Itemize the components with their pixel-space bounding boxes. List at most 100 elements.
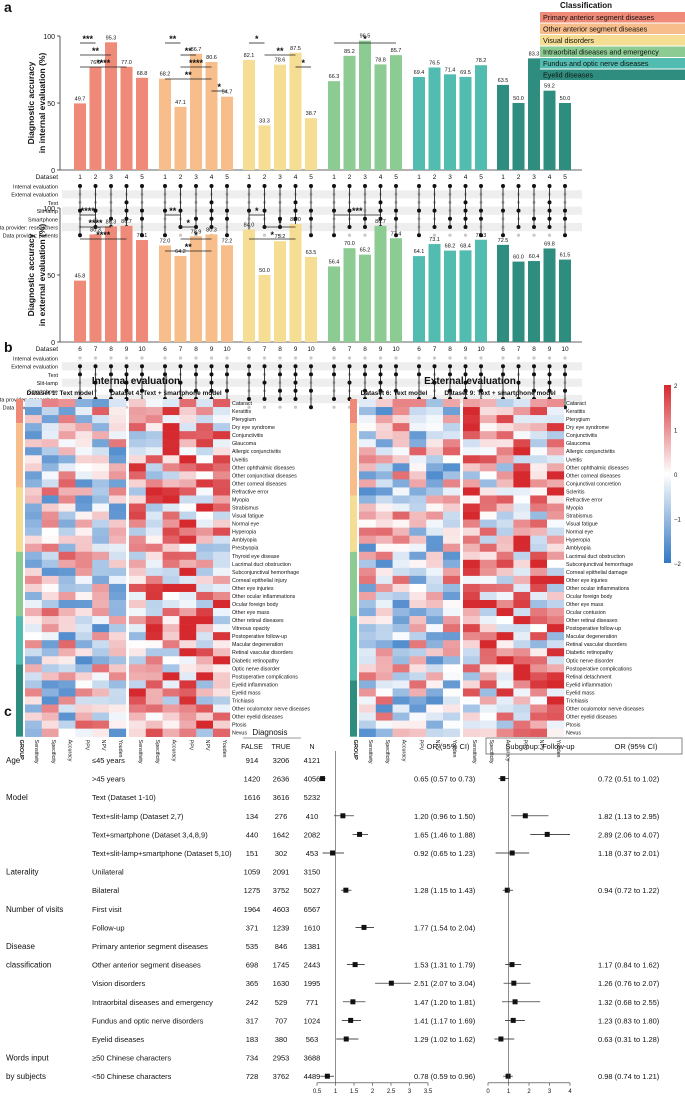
heatmap-cell [109, 527, 127, 536]
matrix-dot-filled [247, 364, 251, 369]
heatmap-cell [496, 712, 514, 721]
matrix-row-label: Slit-lamp [37, 209, 58, 215]
heatmap-cell [443, 575, 461, 585]
matrix-dot-empty [278, 356, 282, 360]
heatmap-cell [359, 648, 377, 657]
heatmap-cell [162, 487, 180, 496]
heatmap-cell [426, 511, 444, 520]
heatmap-row-label: Other ocular inflammations [232, 594, 296, 600]
heatmap-cell [547, 511, 565, 520]
heatmap-cell [213, 407, 231, 416]
heatmap-cell [213, 463, 231, 472]
heatmap-cell [375, 487, 393, 496]
forest-n: 1024 [304, 1016, 321, 1025]
heatmap-cell [530, 495, 548, 504]
matrix-dot-filled [209, 216, 214, 221]
heatmap-row-label: Pterygium [566, 417, 590, 423]
heatmap-cell [426, 696, 444, 705]
heatmap-cell [213, 543, 231, 553]
matrix-dot-filled [140, 216, 144, 221]
heatmap-cell [179, 656, 197, 665]
legend-swatch [540, 23, 685, 34]
heatmap-cell [129, 439, 147, 448]
heatmap-cell [196, 479, 214, 488]
group-color-bar [16, 664, 23, 737]
heatmap-cell [359, 431, 377, 440]
heatmap-cell [463, 575, 481, 585]
matrix-dot-filled [293, 184, 298, 188]
bar-value-label: 86.7 [375, 219, 386, 225]
heatmap-cell [479, 527, 497, 536]
heatmap-row-label: Other eyelid diseases [566, 715, 617, 721]
heatmap-cell [496, 704, 514, 713]
bar-value-label: 68.4 [460, 243, 471, 249]
heatmap-cell [196, 399, 214, 408]
heatmap-cell [443, 624, 461, 633]
heatmap-cell [426, 543, 444, 553]
x-tick-label: 6 [332, 346, 336, 353]
forest-row-label: ≤45 years [92, 756, 125, 765]
heatmap-row-label: Pterygium [232, 417, 256, 423]
bar [74, 103, 86, 170]
bar-value-label: 70.0 [344, 241, 355, 247]
matrix-dot-filled [563, 216, 567, 221]
forest-category: by subjects [6, 1072, 46, 1081]
heatmap-cell [75, 640, 93, 649]
forest-category: Disease [6, 942, 35, 951]
matrix-dot-filled [448, 372, 452, 377]
heatmap-cell [92, 407, 110, 416]
heatmap-cell [392, 463, 410, 472]
heatmap-cell [463, 463, 481, 472]
heatmap-row-label: Strabismus [232, 506, 259, 512]
heatmap-cell [109, 519, 127, 528]
x-tick-label: 9 [464, 346, 468, 353]
matrix-dot-empty [109, 356, 113, 360]
heatmap-cell [496, 503, 514, 512]
heatmap-cell [129, 495, 147, 504]
significance-stars: ** [185, 46, 193, 56]
heatmap-cell [513, 720, 531, 729]
heatmap-cell [179, 567, 197, 577]
heatmap-cell [25, 503, 43, 512]
heatmap-cell [392, 543, 410, 553]
heatmap-metric-label: Accuracy [401, 740, 407, 762]
heatmap-cell [392, 712, 410, 721]
forest-x-tick-label: 0.5 [313, 1089, 322, 1095]
heatmap-cell [443, 648, 461, 657]
matrix-dot-filled [547, 372, 552, 377]
heatmap-cell [213, 431, 231, 440]
heatmap-cell [513, 439, 531, 448]
heatmap-cell [463, 696, 481, 705]
legend-swatch [540, 69, 685, 80]
heatmap-cell [530, 487, 548, 496]
heatmap-cell [129, 503, 147, 512]
heatmap-cell [513, 503, 531, 512]
heatmap-cell [92, 640, 110, 649]
or-text: 1.29 (1.02 to 1.62) [414, 1035, 476, 1044]
heatmap-cell [409, 696, 427, 705]
heatmap-cell [92, 672, 110, 681]
forest-false: 365 [246, 979, 259, 988]
heatmap-metric-label: Accuracy [171, 740, 177, 762]
heatmap-cell [213, 632, 231, 641]
group-color-bar [350, 399, 357, 424]
heatmap-cell [443, 503, 461, 512]
or-marker [348, 1017, 354, 1023]
heatmap-cell [145, 495, 163, 504]
heatmap-cell [463, 632, 481, 641]
forest-true: 707 [275, 1016, 288, 1025]
heatmap-cell [463, 712, 481, 721]
heatmap-cell [479, 696, 497, 705]
heatmap-cell [496, 399, 514, 408]
matrix-dot-filled [194, 216, 198, 221]
or-marker-subgroup [522, 813, 528, 819]
heatmap-cell [25, 535, 43, 545]
forest-false: 1964 [244, 905, 261, 914]
heatmap-cell [375, 559, 393, 569]
heatmap-cell [547, 423, 565, 432]
matrix-dot-filled [309, 184, 313, 188]
heatmap-cell [375, 447, 393, 456]
heatmap-cell [41, 535, 59, 545]
heatmap-cell [513, 527, 531, 536]
heatmap-cell [92, 439, 110, 448]
